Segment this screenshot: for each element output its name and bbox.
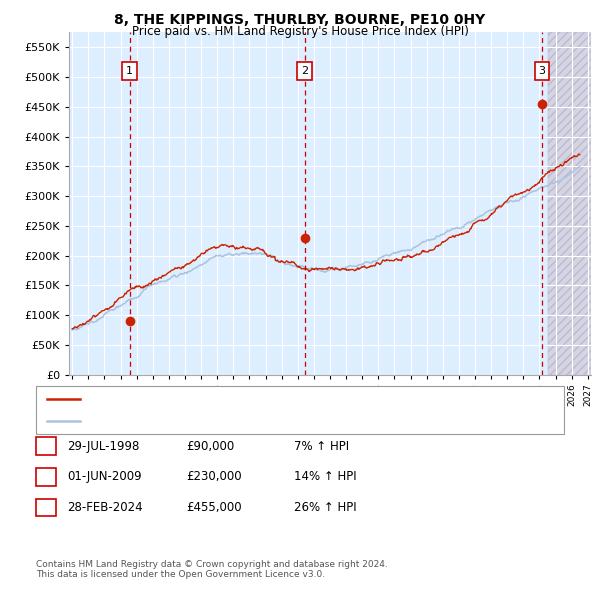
- Text: 28-FEB-2024: 28-FEB-2024: [67, 501, 143, 514]
- Text: 14% ↑ HPI: 14% ↑ HPI: [294, 470, 356, 483]
- Text: 2: 2: [43, 470, 50, 483]
- Text: 3: 3: [43, 501, 50, 514]
- Text: Price paid vs. HM Land Registry's House Price Index (HPI): Price paid vs. HM Land Registry's House …: [131, 25, 469, 38]
- Text: 26% ↑ HPI: 26% ↑ HPI: [294, 501, 356, 514]
- Text: £90,000: £90,000: [186, 440, 234, 453]
- Text: Contains HM Land Registry data © Crown copyright and database right 2024.: Contains HM Land Registry data © Crown c…: [36, 560, 388, 569]
- Text: 8, THE KIPPINGS, THURLBY, BOURNE, PE10 0HY (detached house): 8, THE KIPPINGS, THURLBY, BOURNE, PE10 0…: [85, 394, 425, 404]
- Text: 1: 1: [43, 440, 50, 453]
- Text: HPI: Average price, detached house, South Kesteven: HPI: Average price, detached house, Sout…: [85, 416, 359, 426]
- Text: This data is licensed under the Open Government Licence v3.0.: This data is licensed under the Open Gov…: [36, 571, 325, 579]
- Text: £230,000: £230,000: [186, 470, 242, 483]
- Text: 29-JUL-1998: 29-JUL-1998: [67, 440, 140, 453]
- Bar: [548, 32, 591, 375]
- Text: 7% ↑ HPI: 7% ↑ HPI: [294, 440, 349, 453]
- Text: 1: 1: [126, 66, 133, 76]
- Text: 2: 2: [301, 66, 308, 76]
- Text: 01-JUN-2009: 01-JUN-2009: [67, 470, 142, 483]
- Text: 8, THE KIPPINGS, THURLBY, BOURNE, PE10 0HY: 8, THE KIPPINGS, THURLBY, BOURNE, PE10 0…: [115, 13, 485, 27]
- Text: £455,000: £455,000: [186, 501, 242, 514]
- Text: 3: 3: [539, 66, 545, 76]
- Bar: [548, 32, 591, 375]
